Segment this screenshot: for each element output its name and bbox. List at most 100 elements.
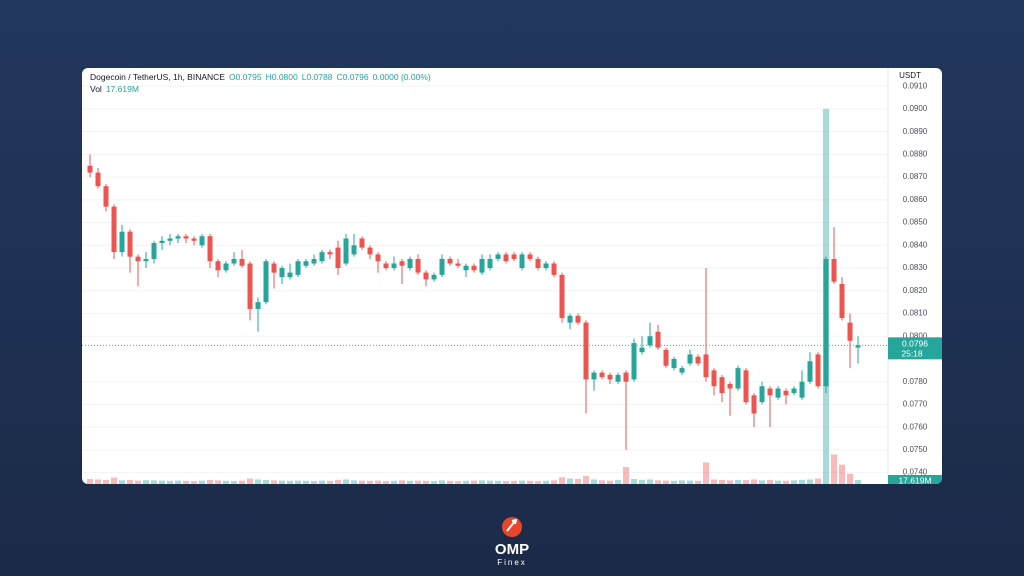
candle-body bbox=[471, 265, 477, 271]
candle-body bbox=[647, 336, 653, 346]
volume-bar bbox=[479, 480, 485, 484]
y-tick-label: 0.0800 bbox=[903, 331, 928, 340]
volume-bar bbox=[399, 480, 405, 484]
candle-body bbox=[591, 372, 597, 380]
candle-body bbox=[743, 370, 749, 403]
candle-body bbox=[655, 331, 661, 348]
candle-body bbox=[199, 236, 205, 246]
y-tick-label: 0.0840 bbox=[903, 240, 928, 249]
candle-body bbox=[527, 254, 533, 259]
y-tick-label: 0.0750 bbox=[903, 445, 928, 454]
candle-body bbox=[495, 254, 501, 259]
candle-body bbox=[143, 258, 149, 262]
volume-bar bbox=[735, 479, 741, 484]
candle-body bbox=[719, 377, 725, 394]
chart-card bbox=[82, 68, 942, 484]
candle-body bbox=[735, 368, 741, 389]
candle-body bbox=[223, 263, 229, 271]
volume-bar bbox=[95, 479, 101, 484]
candle-body bbox=[447, 258, 453, 264]
volume-bar bbox=[239, 480, 245, 484]
candle-body bbox=[567, 315, 573, 323]
volume-bar bbox=[783, 480, 789, 484]
volume-bar bbox=[471, 480, 477, 484]
volume-bar bbox=[815, 478, 821, 484]
volume-bar bbox=[655, 480, 661, 484]
candle-body bbox=[559, 274, 565, 319]
candle-body bbox=[159, 240, 165, 244]
candle-body bbox=[423, 272, 429, 280]
candle-body bbox=[575, 315, 581, 323]
candle-body bbox=[431, 274, 437, 280]
candle-body bbox=[375, 254, 381, 262]
volume-bar bbox=[775, 480, 781, 484]
candle-body bbox=[479, 258, 485, 273]
candle-body bbox=[327, 252, 333, 255]
volume-bar bbox=[407, 480, 413, 484]
volume-bar bbox=[455, 481, 461, 484]
candle-body bbox=[695, 356, 701, 364]
volume-bar bbox=[271, 480, 277, 484]
volume-bar bbox=[383, 481, 389, 484]
candle-body bbox=[135, 256, 141, 262]
volume-bar bbox=[559, 477, 565, 484]
volume-bar bbox=[159, 480, 165, 484]
volume-bar bbox=[191, 481, 197, 484]
volume-bar bbox=[671, 480, 677, 484]
brand-name: OMP bbox=[495, 541, 529, 558]
candle-body bbox=[583, 322, 589, 380]
volume-bar bbox=[143, 480, 149, 484]
candle-body bbox=[295, 261, 301, 275]
volume-bar bbox=[199, 480, 205, 484]
candle-body bbox=[639, 347, 645, 353]
candle-body bbox=[823, 258, 829, 387]
volume-bar bbox=[607, 480, 613, 484]
candle-body bbox=[463, 265, 469, 271]
volume-bar bbox=[767, 479, 773, 484]
candle-body bbox=[279, 268, 285, 278]
volume-bar bbox=[279, 480, 285, 484]
volume-bar bbox=[295, 480, 301, 484]
ohlc-low: L0.0788 bbox=[301, 72, 333, 82]
volume-bar bbox=[119, 480, 125, 484]
volume-bar bbox=[527, 480, 533, 484]
volume-bar bbox=[535, 481, 541, 484]
candle-body bbox=[239, 258, 245, 266]
candle-body bbox=[783, 390, 789, 396]
candle-body bbox=[383, 263, 389, 269]
y-tick-label: 0.0850 bbox=[903, 218, 928, 227]
candle-body bbox=[87, 165, 93, 173]
candle-body bbox=[703, 354, 709, 378]
candle-body bbox=[103, 186, 109, 207]
volume-bar bbox=[639, 479, 645, 484]
candle-body bbox=[127, 231, 133, 257]
y-tick-label: 0.0810 bbox=[903, 309, 928, 318]
axis-unit: USDT bbox=[899, 71, 921, 80]
ohlc-close: C0.0796 bbox=[336, 72, 369, 82]
candle-body bbox=[167, 238, 173, 241]
volume-bar bbox=[439, 480, 445, 484]
volume-bar bbox=[719, 479, 725, 484]
volume-bar bbox=[543, 480, 549, 484]
volume-label: Vol bbox=[90, 84, 102, 94]
volume-bar bbox=[263, 479, 269, 484]
candle-body bbox=[119, 231, 125, 253]
volume-value-box bbox=[888, 475, 942, 484]
volume-bar bbox=[631, 478, 637, 484]
plot: 0.0740 0.0750 0.0760 0.0770 0.0780 0.0800 0.08… bbox=[82, 68, 942, 484]
candle-body bbox=[847, 322, 853, 341]
volume-header: Vol 17.619M bbox=[90, 84, 139, 94]
volume-bar bbox=[423, 480, 429, 484]
candle-body bbox=[247, 263, 253, 309]
candle-body bbox=[191, 238, 197, 241]
volume-bar bbox=[791, 480, 797, 484]
candle-body bbox=[351, 245, 357, 255]
candle-body bbox=[711, 370, 717, 387]
volume-bar bbox=[711, 479, 717, 484]
candle-body bbox=[671, 358, 677, 369]
volume-bar bbox=[751, 479, 757, 484]
candle-body bbox=[855, 345, 861, 348]
symbol-title: Dogecoin / TetherUS, 1h, BINANCE bbox=[90, 72, 225, 82]
volume-bar bbox=[207, 479, 213, 484]
